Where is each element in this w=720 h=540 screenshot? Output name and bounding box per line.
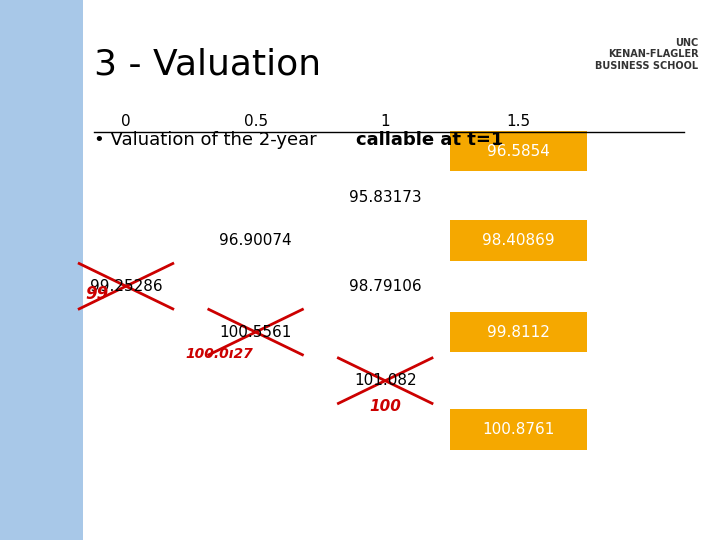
FancyBboxPatch shape: [450, 131, 587, 172]
Text: 96.5854: 96.5854: [487, 144, 550, 159]
Text: 100.5561: 100.5561: [220, 325, 292, 340]
Text: 0: 0: [121, 114, 131, 129]
FancyBboxPatch shape: [450, 409, 587, 449]
Text: 101.082: 101.082: [354, 373, 416, 388]
Text: UNC
KENAN-FLAGLER
BUSINESS SCHOOL: UNC KENAN-FLAGLER BUSINESS SCHOOL: [595, 38, 698, 71]
Text: 1.5: 1.5: [506, 114, 531, 129]
Text: 96.90074: 96.90074: [220, 233, 292, 248]
Text: 98.40869: 98.40869: [482, 233, 554, 248]
FancyBboxPatch shape: [450, 220, 587, 260]
Text: 99.25286: 99.25286: [90, 279, 162, 294]
Text: 0.5: 0.5: [243, 114, 268, 129]
Text: 100.8761: 100.8761: [482, 422, 554, 437]
Text: 99: 99: [86, 285, 109, 303]
Text: 1: 1: [380, 114, 390, 129]
FancyBboxPatch shape: [0, 0, 83, 540]
Text: 95.83173: 95.83173: [349, 190, 421, 205]
Text: 98.79106: 98.79106: [349, 279, 421, 294]
Text: 100: 100: [369, 399, 401, 414]
Text: • Valuation of the 2-year: • Valuation of the 2-year: [94, 131, 322, 150]
Text: 100.0ı27: 100.0ı27: [186, 347, 253, 361]
Text: 99.8112: 99.8112: [487, 325, 550, 340]
FancyBboxPatch shape: [450, 312, 587, 352]
Text: callable at t=1: callable at t=1: [356, 131, 504, 150]
Text: 3 - Valuation: 3 - Valuation: [94, 48, 320, 82]
